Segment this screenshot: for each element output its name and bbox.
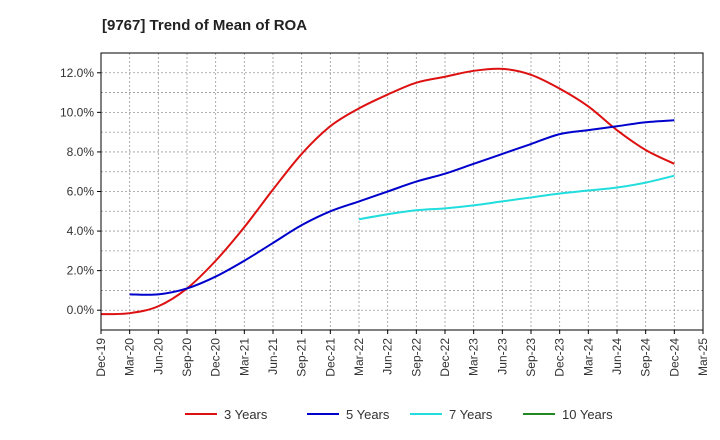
legend-label: 10 Years [562, 407, 613, 422]
legend: 3 Years 5 Years 7 Years 10 Years [185, 407, 613, 422]
x-tick-label: Jun-20 [151, 338, 165, 375]
x-tick-label: Sep-23 [524, 338, 538, 377]
x-tick-label: Dec-19 [94, 338, 108, 377]
x-tick-label: Dec-20 [209, 338, 223, 377]
grid-lines [101, 53, 703, 330]
x-tick-label: Dec-21 [323, 338, 337, 377]
series-layer [100, 67, 675, 316]
legend-label: 7 Years [449, 407, 493, 422]
y-axis: 0.0% 2.0% 4.0% 6.0% 8.0% 10.0% 12.0% [60, 66, 101, 317]
y-tick-label: 4.0% [67, 224, 95, 238]
series-line-1 [100, 67, 675, 316]
legend-label: 3 Years [224, 407, 268, 422]
x-tick-label: Jun-21 [266, 338, 280, 375]
x-tick-label: Mar-25 [696, 338, 710, 376]
y-tick-label: 12.0% [60, 66, 94, 80]
x-tick-label: Jun-24 [610, 338, 624, 375]
y-tick-label: 10.0% [60, 105, 94, 119]
x-tick-label: Sep-24 [639, 338, 653, 377]
x-tick-label: Mar-24 [581, 338, 595, 376]
x-axis: Dec-19 Mar-20 Jun-20 Sep-20 Dec-20 Mar-21 Jun-… [94, 330, 710, 377]
series-line-2 [129, 119, 675, 296]
x-tick-label: Mar-20 [123, 338, 137, 376]
y-tick-label: 0.0% [67, 303, 95, 317]
x-tick-label: Dec-22 [438, 338, 452, 377]
x-tick-label: Mar-22 [352, 338, 366, 376]
series-line-3 [358, 174, 675, 221]
legend-label: 5 Years [346, 407, 390, 422]
x-tick-label: Sep-20 [180, 338, 194, 377]
x-tick-label: Sep-22 [409, 338, 423, 377]
x-tick-label: Dec-23 [553, 338, 567, 377]
x-tick-label: Jun-22 [381, 338, 395, 375]
chart-title: [9767] Trend of Mean of ROA [102, 17, 307, 34]
y-tick-label: 6.0% [67, 185, 95, 199]
x-tick-label: Mar-23 [467, 338, 481, 376]
x-tick-label: Mar-21 [237, 338, 251, 376]
x-tick-label: Dec-24 [667, 338, 681, 377]
x-tick-label: Jun-23 [495, 338, 509, 375]
y-tick-label: 8.0% [67, 145, 95, 159]
x-tick-label: Sep-21 [295, 338, 309, 377]
y-tick-label: 2.0% [67, 264, 95, 278]
